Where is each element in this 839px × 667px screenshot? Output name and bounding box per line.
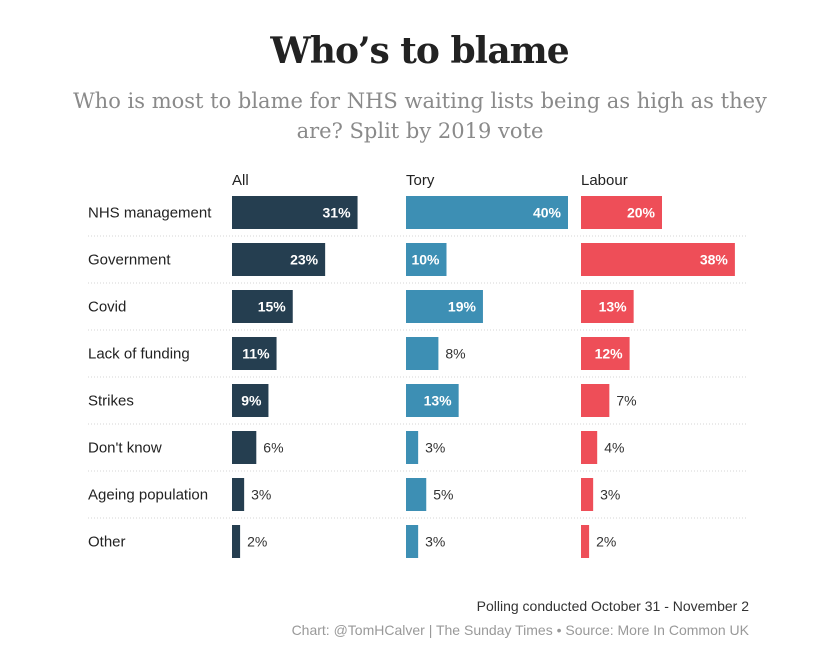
- value-label-labour-government: 38%: [700, 252, 729, 268]
- bar-tory-don-t-know: [406, 431, 419, 464]
- value-label-all-ageing-population: 3%: [251, 487, 271, 503]
- bar-labour-other: [581, 525, 590, 558]
- value-label-tory-strikes: 13%: [424, 393, 453, 409]
- bar-all-government: [232, 243, 326, 276]
- value-label-all-other: 2%: [247, 534, 267, 550]
- source-credit: Chart: @TomHCalver | The Sunday Times • …: [291, 622, 749, 638]
- category-label-lack-of-funding: Lack of funding: [88, 346, 190, 363]
- value-label-tory-other: 3%: [425, 534, 445, 550]
- value-label-tory-lack-of-funding: 8%: [445, 346, 465, 362]
- chart-subtitle: Who is most to blame for NHS waiting lis…: [73, 89, 767, 143]
- category-label-covid: Covid: [88, 299, 126, 316]
- bar-tory-ageing-population: [406, 478, 427, 511]
- bar-all-don-t-know: [232, 431, 257, 464]
- bar-labour-government: [581, 243, 735, 276]
- bar-all-other: [232, 525, 241, 558]
- bar-tory-lack-of-funding: [406, 337, 439, 370]
- bar-labour-covid: [581, 290, 634, 323]
- value-label-all-strikes: 9%: [241, 393, 262, 409]
- value-label-tory-don-t-know: 3%: [425, 440, 445, 456]
- value-label-labour-strikes: 7%: [616, 393, 636, 409]
- value-label-all-don-t-know: 6%: [263, 440, 283, 456]
- series-header-all: All: [232, 172, 249, 189]
- series-header-labour: Labour: [581, 172, 628, 189]
- category-label-ageing-population: Ageing population: [88, 487, 208, 504]
- polling-note: Polling conducted October 31 - November …: [476, 598, 749, 614]
- category-label-don-t-know: Don't know: [88, 440, 162, 457]
- bar-tory-other: [406, 525, 419, 558]
- bar-chart: All Tory Labour NHS management 31% 40% 20% Gove…: [88, 172, 748, 558]
- category-label-strikes: Strikes: [88, 393, 134, 410]
- bar-tory-nhs-management: [406, 196, 568, 229]
- category-label-other: Other: [88, 534, 126, 551]
- value-label-labour-ageing-population: 3%: [600, 487, 620, 503]
- value-label-labour-covid: 13%: [599, 299, 628, 315]
- bar-all-lack-of-funding: [232, 337, 277, 370]
- series-header-tory: Tory: [406, 172, 435, 189]
- category-label-government: Government: [88, 252, 171, 269]
- bar-all-strikes: [232, 384, 269, 417]
- bar-all-nhs-management: [232, 196, 358, 229]
- value-label-all-government: 23%: [290, 252, 319, 268]
- bar-labour-nhs-management: [581, 196, 662, 229]
- bar-tory-government: [406, 243, 447, 276]
- value-label-tory-ageing-population: 5%: [433, 487, 453, 503]
- value-label-labour-nhs-management: 20%: [627, 205, 656, 221]
- value-label-labour-don-t-know: 4%: [604, 440, 624, 456]
- value-label-tory-nhs-management: 40%: [533, 205, 562, 221]
- bar-labour-lack-of-funding: [581, 337, 630, 370]
- value-label-labour-other: 2%: [596, 534, 616, 550]
- value-label-all-nhs-management: 31%: [323, 205, 352, 221]
- value-label-labour-lack-of-funding: 12%: [595, 346, 624, 362]
- bar-labour-ageing-population: [581, 478, 594, 511]
- bar-all-ageing-population: [232, 478, 245, 511]
- value-label-tory-government: 10%: [411, 252, 440, 268]
- bar-tory-covid: [406, 290, 483, 323]
- category-label-nhs-management: NHS management: [88, 205, 212, 222]
- bar-labour-strikes: [581, 384, 610, 417]
- bar-tory-strikes: [406, 384, 459, 417]
- bar-labour-don-t-know: [581, 431, 598, 464]
- bar-all-covid: [232, 290, 293, 323]
- chart-title: Who’s to blame: [270, 30, 569, 72]
- value-label-all-covid: 15%: [258, 299, 287, 315]
- value-label-all-lack-of-funding: 11%: [242, 346, 270, 362]
- value-label-tory-covid: 19%: [448, 299, 477, 315]
